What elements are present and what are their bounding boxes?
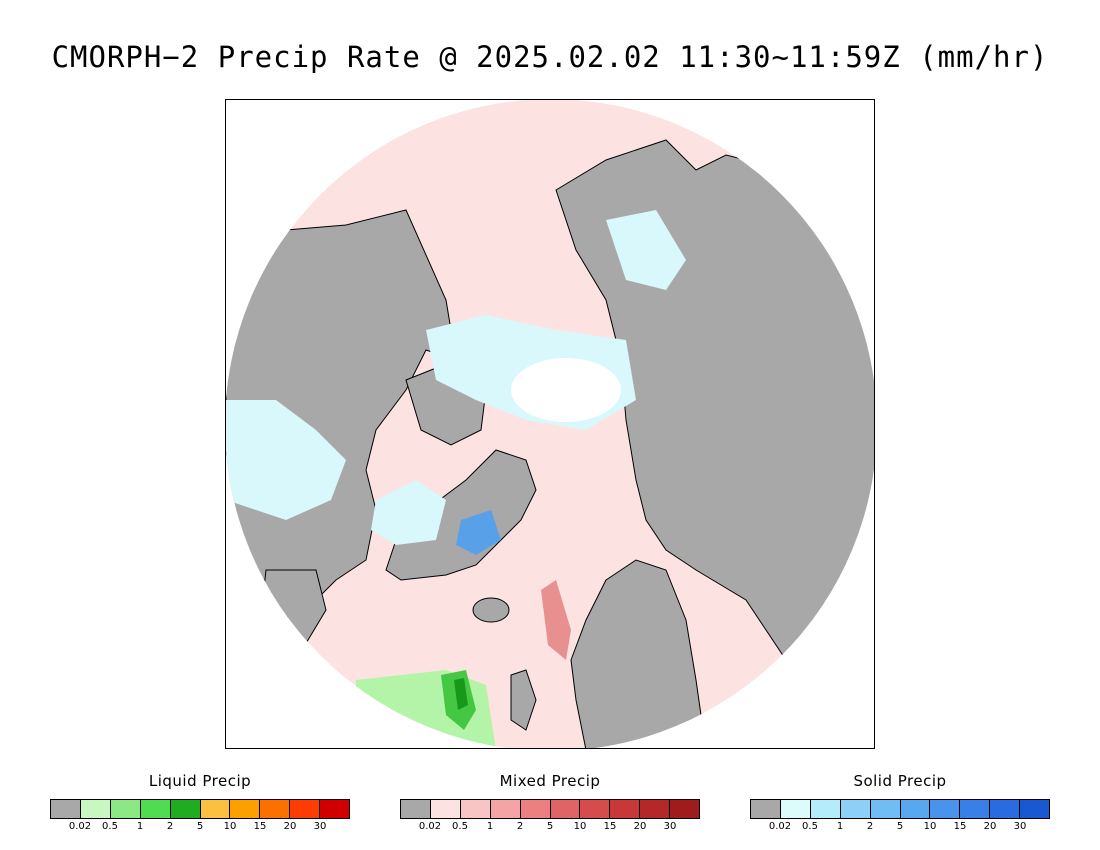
legend-solid-swatch — [990, 800, 1021, 818]
legend-mixed-swatch — [640, 800, 671, 818]
land-greenland — [385, 449, 537, 581]
legend-liquid-tick-label: 5 — [196, 821, 204, 832]
legend-liquid-tick-label: 20 — [283, 821, 297, 832]
legend-solid-swatch — [960, 800, 991, 818]
legend-solid-tick-label: 30 — [1013, 821, 1027, 832]
legend-solid-tick-label: 20 — [983, 821, 997, 832]
legend-mixed-tick-label: 30 — [663, 821, 677, 832]
legend-solid-swatch — [870, 800, 901, 818]
legend-solid-swatch — [930, 800, 961, 818]
legend-liquid-swatch — [170, 800, 201, 818]
legend-liquid-swatch — [110, 800, 141, 818]
legend-mixed-tick-label: 10 — [573, 821, 587, 832]
legend-liquid-swatch — [230, 800, 261, 818]
mixed-precip-moderate-atlantic — [541, 580, 571, 660]
polar-map — [225, 99, 875, 749]
legend-liquid: Liquid Precip 0.02 0.5 1 2 5 10 15 20 30 — [50, 772, 350, 835]
legend-mixed-tick-label: 15 — [603, 821, 617, 832]
legend-liquid-tick-label: 1 — [136, 821, 144, 832]
legend-liquid-tick-label: 0.5 — [102, 821, 118, 832]
legend-mixed-tick-label: 1 — [486, 821, 494, 832]
legend-mixed-tick-label: 2 — [516, 821, 524, 832]
solid-precip-area-hudson — [371, 480, 446, 545]
legend-liquid-swatch — [51, 800, 81, 818]
legend-mixed-swatch — [490, 800, 521, 818]
legend-solid-tick-label: 10 — [923, 821, 937, 832]
legend-solid-tick-label: 1 — [836, 821, 844, 832]
legend-liquid-swatch — [200, 800, 231, 818]
legend-mixed-title: Mixed Precip — [499, 772, 601, 790]
legend-mixed-swatch — [460, 800, 491, 818]
legend-liquid-tick-label: 15 — [253, 821, 267, 832]
legend-mixed-swatch — [520, 800, 551, 818]
legend-mixed-tick-label: 0.02 — [418, 821, 442, 832]
legend-mixed-ticks: 0.02 0.5 1 2 5 10 15 20 30 — [400, 821, 700, 835]
legend-mixed-tick-label: 0.5 — [452, 821, 468, 832]
legend-solid-title: Solid Precip — [853, 772, 947, 790]
legend-mixed-tick-label: 5 — [546, 821, 554, 832]
legend-liquid-swatch — [260, 800, 291, 818]
legend-mixed: Mixed Precip 0.02 0.5 1 2 5 10 15 20 30 — [400, 772, 700, 835]
legend-mixed-swatch — [580, 800, 611, 818]
solid-precip-moderate-greenland — [456, 510, 501, 555]
legend-liquid-swatch — [140, 800, 171, 818]
legend-liquid-tick-label: 30 — [313, 821, 327, 832]
land-british-isles — [510, 669, 537, 731]
legend-liquid-ticks: 0.02 0.5 1 2 5 10 15 20 30 — [50, 821, 350, 835]
pole-no-data-area — [511, 358, 621, 422]
legend-solid-swatch — [780, 800, 811, 818]
solid-precip-area-canada — [226, 400, 346, 520]
legend-solid-swatch — [810, 800, 841, 818]
polar-map-svg — [226, 100, 874, 748]
legend-solid-swatch — [751, 800, 781, 818]
legend-solid-tick-label: 0.5 — [802, 821, 818, 832]
chart-title: CMORPH−2 Precip Rate @ 2025.02.02 11:30~… — [51, 40, 1049, 74]
legend-mixed-colorbar — [400, 799, 700, 819]
legend-liquid-tick-label: 10 — [223, 821, 237, 832]
liquid-precip-heavy-atlantic — [454, 678, 468, 710]
legend-solid-swatch — [900, 800, 931, 818]
land-iceland — [472, 597, 510, 623]
legend-liquid-tick-label: 2 — [166, 821, 174, 832]
legend-solid-tick-label: 2 — [866, 821, 874, 832]
legend-mixed-swatch — [610, 800, 641, 818]
legend-liquid-swatch — [290, 800, 321, 818]
legend-solid-colorbar — [750, 799, 1050, 819]
legend-liquid-swatch — [320, 800, 350, 818]
legend-mixed-swatch — [550, 800, 581, 818]
legend-solid-tick-label: 5 — [896, 821, 904, 832]
legend-mixed-swatch — [670, 800, 700, 818]
legend-mixed-tick-label: 20 — [633, 821, 647, 832]
legend-liquid-swatch — [80, 800, 111, 818]
legend-solid-ticks: 0.02 0.5 1 2 5 10 15 20 30 — [750, 821, 1050, 835]
legend-solid-tick-label: 15 — [953, 821, 967, 832]
legend-solid-swatch — [1020, 800, 1050, 818]
legend-mixed-swatch — [401, 800, 431, 818]
land-europe-region — [570, 559, 707, 748]
legend-solid: Solid Precip 0.02 0.5 1 2 5 10 15 20 30 — [750, 772, 1050, 835]
legend-liquid-colorbar — [50, 799, 350, 819]
legend-liquid-tick-label: 0.02 — [68, 821, 92, 832]
legend-liquid-title: Liquid Precip — [148, 772, 252, 790]
legend-solid-swatch — [840, 800, 871, 818]
legend-solid-tick-label: 0.02 — [768, 821, 792, 832]
solid-precip-area-siberia — [606, 210, 686, 290]
legend-mixed-swatch — [430, 800, 461, 818]
